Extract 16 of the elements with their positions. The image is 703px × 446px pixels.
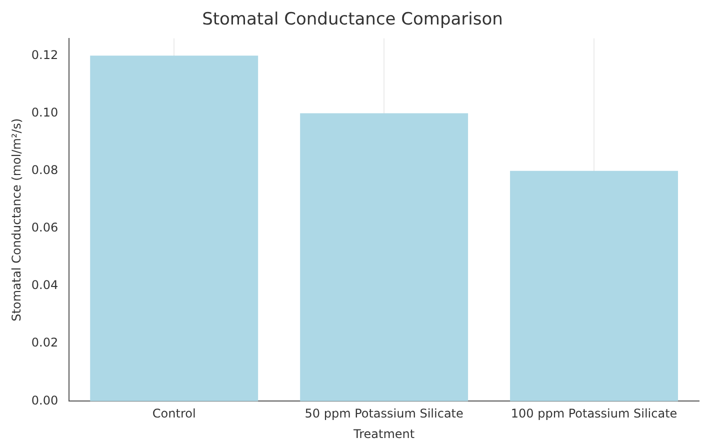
x-tick-label: 100 ppm Potassium Silicate <box>510 406 678 421</box>
y-tick-label: 0.08 <box>31 162 58 177</box>
x-tick-label: Control <box>152 406 196 421</box>
x-tick-label: 50 ppm Potassium Silicate <box>304 406 464 421</box>
chart-title: Stomatal Conductance Comparison <box>202 10 503 30</box>
y-tick-label: 0.12 <box>31 48 58 62</box>
y-tick-label: 0.06 <box>31 220 58 235</box>
y-tick-label: 0.10 <box>31 105 58 120</box>
bar <box>510 170 678 402</box>
y-tick-label: 0.04 <box>31 278 58 292</box>
x-axis-title: Treatment <box>352 426 415 441</box>
y-tick-label: 0.02 <box>31 336 58 350</box>
y-axis-title: Stomatal Conductance (mol/m²/s) <box>9 118 24 322</box>
bar <box>90 56 258 402</box>
bar <box>300 113 468 402</box>
y-tick-label: 0.00 <box>31 393 58 408</box>
